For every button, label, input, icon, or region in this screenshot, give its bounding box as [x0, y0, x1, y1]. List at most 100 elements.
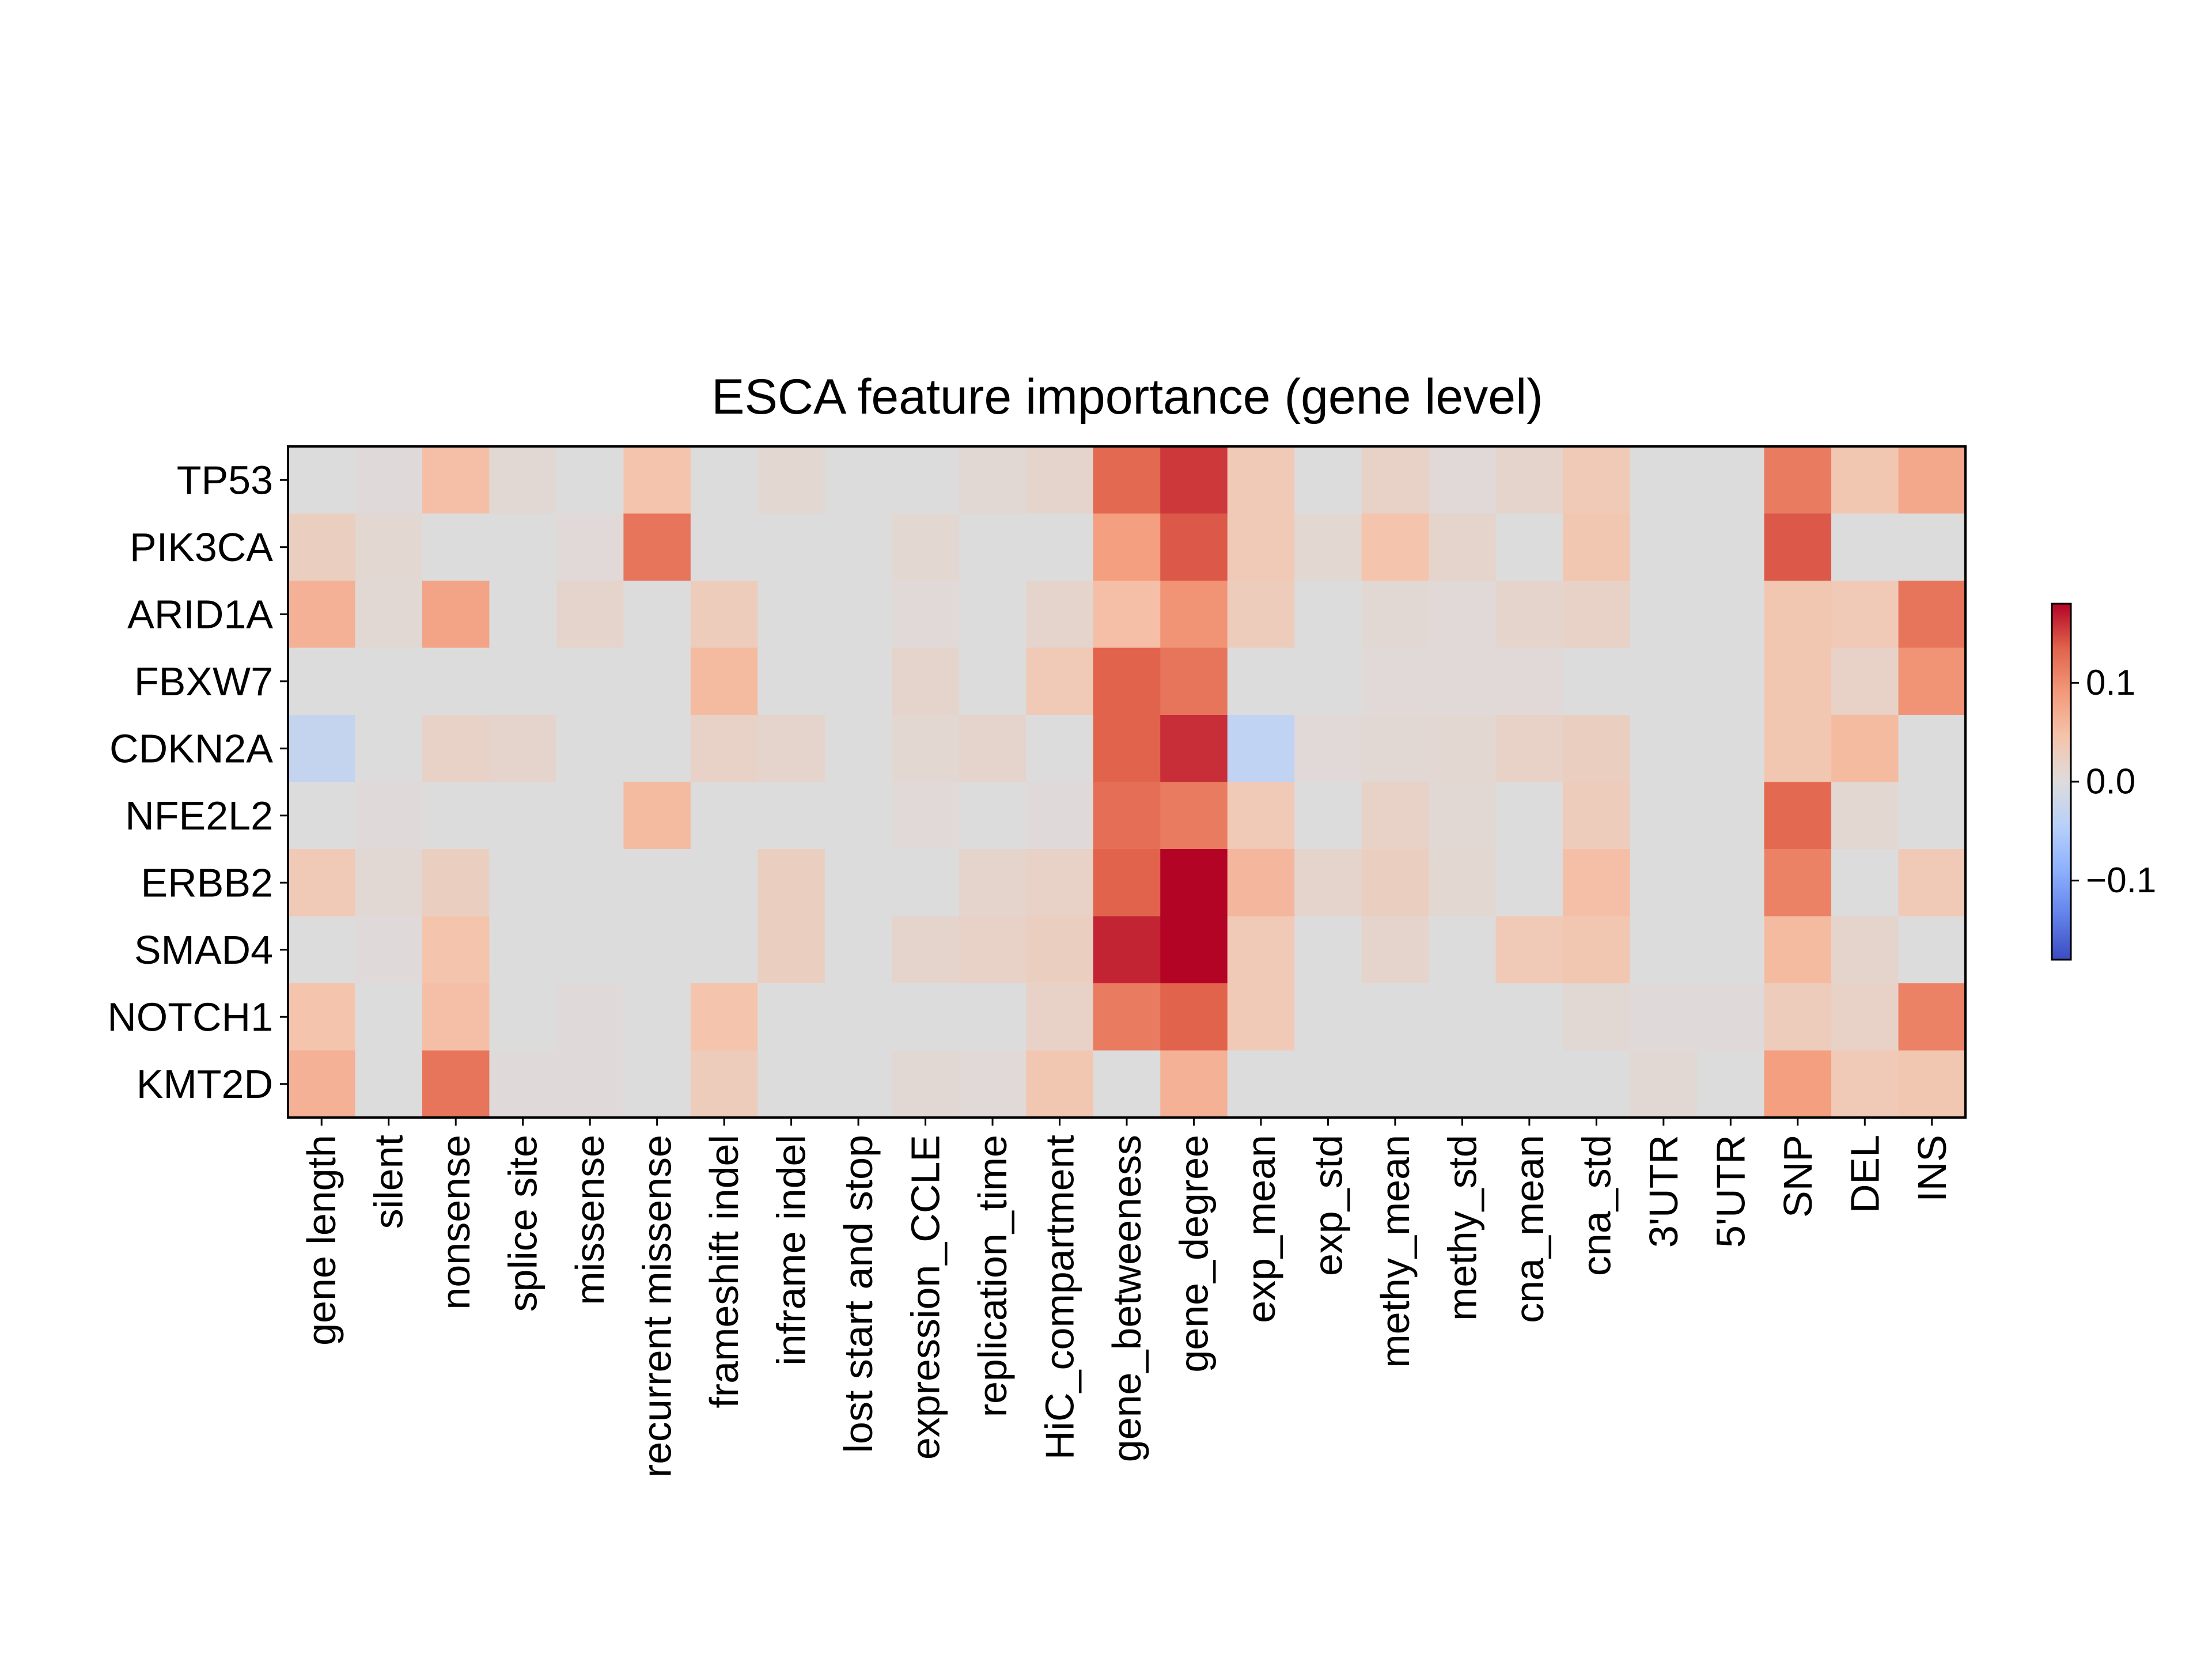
heatmap-cell	[1026, 782, 1094, 850]
heatmap-cell	[1093, 849, 1161, 917]
x-tick-label: INS	[1910, 1135, 1955, 1202]
heatmap-cell	[1093, 647, 1161, 715]
heatmap-cell	[1495, 983, 1563, 1051]
heatmap-cell	[757, 647, 825, 715]
colorbar-tick-label: 0.1	[2086, 663, 2135, 703]
heatmap-cell	[959, 849, 1027, 917]
heatmap-cell	[1764, 513, 1832, 581]
heatmap-cell	[355, 715, 423, 783]
heatmap-cell	[1898, 849, 1966, 917]
heatmap-cell	[1630, 782, 1698, 850]
heatmap-cell	[690, 983, 758, 1051]
y-tick-label: CDKN2A	[109, 726, 273, 771]
heatmap-cell	[355, 983, 423, 1051]
heatmap-cell	[757, 446, 825, 514]
heatmap-cell	[355, 446, 423, 514]
heatmap-cell	[959, 513, 1027, 581]
heatmap-cell	[757, 782, 825, 850]
x-tick-label: recurrent missense	[635, 1135, 680, 1478]
heatmap-cell	[1495, 1050, 1563, 1118]
heatmap-cell	[1563, 513, 1631, 581]
y-tick-label: ERBB2	[141, 860, 273, 905]
heatmap-cell	[1764, 581, 1832, 649]
heatmap-cell	[1026, 849, 1094, 917]
heatmap-cell	[489, 916, 557, 984]
x-tick-label: splice site	[501, 1135, 546, 1312]
heatmap-cell	[489, 983, 557, 1051]
heatmap-cell	[1697, 916, 1765, 984]
heatmap-cell	[1093, 446, 1161, 514]
heatmap-cell	[1160, 647, 1228, 715]
heatmap-cell	[1630, 715, 1698, 783]
heatmap-cell	[1361, 513, 1429, 581]
heatmap-cell	[1495, 647, 1563, 715]
heatmap-cell	[757, 581, 825, 649]
heatmap-cell	[1898, 916, 1966, 984]
heatmap-cell	[623, 446, 691, 514]
heatmap-cell	[1227, 513, 1295, 581]
heatmap-cell	[757, 849, 825, 917]
heatmap-cell	[1495, 916, 1563, 984]
x-tick-label: exp_std	[1305, 1135, 1350, 1276]
heatmap-cell	[1429, 1050, 1497, 1118]
y-tick-label: NOTCH1	[107, 994, 273, 1039]
heatmap-cell	[824, 782, 892, 850]
heatmap-cell	[690, 647, 758, 715]
x-tick-label: expression_CCLE	[903, 1135, 948, 1460]
heatmap-cell	[1563, 849, 1631, 917]
y-tick-label: TP53	[177, 457, 273, 502]
heatmap-cell	[1898, 581, 1966, 649]
heatmap-cell	[1227, 715, 1295, 783]
heatmap-cells	[288, 446, 1966, 1118]
heatmap-cell	[892, 513, 960, 581]
heatmap-cell	[422, 1050, 490, 1118]
heatmap-cell	[690, 849, 758, 917]
heatmap-cell	[1429, 581, 1497, 649]
heatmap-cell	[1697, 581, 1765, 649]
heatmap-cell	[1495, 715, 1563, 783]
heatmap-cell	[489, 849, 557, 917]
heatmap-cell	[1697, 446, 1765, 514]
heatmap-cell	[288, 782, 356, 850]
x-tick-label: methy_mean	[1373, 1135, 1418, 1368]
heatmap-cell	[355, 916, 423, 984]
heatmap-cell	[623, 849, 691, 917]
heatmap-cell	[288, 983, 356, 1051]
heatmap-cell	[288, 446, 356, 514]
heatmap-cell	[1898, 983, 1966, 1051]
x-tick-label: silent	[366, 1135, 411, 1229]
heatmap-cell	[489, 647, 557, 715]
heatmap-cell	[824, 715, 892, 783]
heatmap-cell	[757, 983, 825, 1051]
heatmap-cell	[556, 849, 624, 917]
heatmap-cell	[690, 782, 758, 850]
heatmap-cell	[824, 916, 892, 984]
heatmap-cell	[422, 849, 490, 917]
heatmap-cell	[1160, 1050, 1228, 1118]
heatmap-cell	[489, 782, 557, 850]
heatmap-cell	[1831, 849, 1899, 917]
heatmap-cell	[1630, 446, 1698, 514]
heatmap-cell	[1227, 983, 1295, 1051]
heatmap-cell	[959, 647, 1027, 715]
heatmap-cell	[355, 849, 423, 917]
colorbar-tick-label: −0.1	[2086, 861, 2156, 900]
heatmap-cell	[1563, 715, 1631, 783]
heatmap-cell	[1160, 446, 1228, 514]
heatmap-cell	[1495, 849, 1563, 917]
heatmap-cell	[1630, 916, 1698, 984]
heatmap-cell	[824, 983, 892, 1051]
heatmap-cell	[1294, 715, 1362, 783]
heatmap-cell	[1831, 916, 1899, 984]
heatmap-cell	[355, 1050, 423, 1118]
y-tick-label: ARID1A	[127, 592, 273, 637]
heatmap-cell	[1429, 849, 1497, 917]
heatmap-cell	[690, 1050, 758, 1118]
heatmap-cell	[1227, 849, 1295, 917]
heatmap-cell	[1563, 983, 1631, 1051]
heatmap-cell	[690, 715, 758, 783]
heatmap-cell	[1361, 849, 1429, 917]
heatmap-cell	[288, 849, 356, 917]
heatmap-cell	[1898, 446, 1966, 514]
heatmap-cell	[1294, 849, 1362, 917]
